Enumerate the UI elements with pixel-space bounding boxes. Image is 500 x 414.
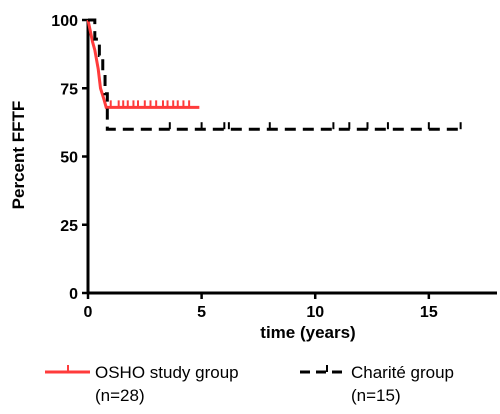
x-tick-label: 10 xyxy=(306,304,324,321)
plot-area: 0 25 50 75 100 0 5 10 15 xyxy=(51,13,497,321)
legend-label-osho: OSHO study group xyxy=(95,363,239,382)
x-axis-title: time (years) xyxy=(260,323,355,342)
y-axis-title: Percent FFTF xyxy=(9,101,28,210)
y-tick-label: 100 xyxy=(51,13,78,30)
legend-label-charite: Charité group xyxy=(351,363,454,382)
legend-count-osho: (n=28) xyxy=(95,386,145,405)
legend-item-charite: Charité group (n=15) xyxy=(300,363,454,405)
y-tick-label: 0 xyxy=(69,286,78,303)
legend: OSHO study group (n=28) Charité group (n… xyxy=(45,363,454,405)
legend-count-charite: (n=15) xyxy=(351,386,401,405)
series-line-1 xyxy=(88,18,463,131)
x-tick-label: 5 xyxy=(197,304,206,321)
series-line-0 xyxy=(86,19,200,109)
y-tick-label: 50 xyxy=(60,150,78,167)
y-tick-label: 25 xyxy=(60,218,78,235)
legend-item-osho: OSHO study group (n=28) xyxy=(45,363,239,405)
x-tick-label: 15 xyxy=(420,304,438,321)
x-tick-label: 0 xyxy=(84,304,93,321)
y-tick-label: 75 xyxy=(60,81,78,98)
